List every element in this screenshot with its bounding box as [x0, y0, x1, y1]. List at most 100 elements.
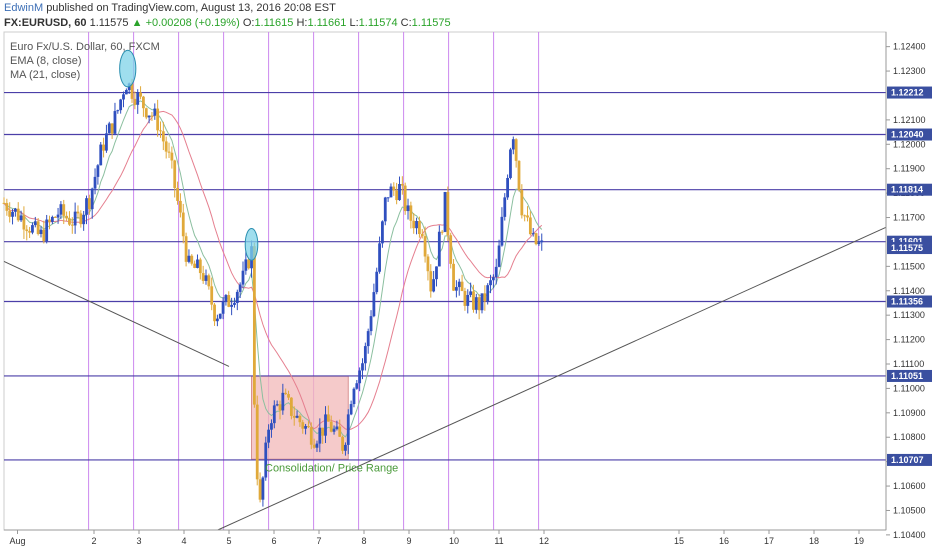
chart-header: EdwinM published on TradingView.com, Aug… [0, 0, 932, 32]
candle-body [454, 287, 458, 291]
candle-body [102, 144, 105, 151]
candle-body [509, 149, 512, 178]
candle-body [526, 215, 529, 218]
candle-body [5, 203, 9, 211]
symbol-line: FX:EURUSD, 60 1.11575 ▲ +0.00208 (+0.19%… [4, 17, 451, 29]
y-tick-label: 1.11700 [893, 213, 925, 223]
candle-body [139, 92, 142, 97]
x-tick-label: 2 [91, 536, 96, 546]
candle-body [486, 285, 490, 302]
candle-body [398, 184, 401, 201]
price-level-box [887, 183, 932, 196]
candle-body [278, 404, 282, 411]
candle-body [375, 271, 379, 293]
candle-body [73, 211, 77, 226]
candle-body [164, 141, 168, 152]
candle-body [415, 221, 418, 229]
candle-body [62, 204, 66, 216]
candle-body [70, 224, 74, 226]
candle-body [497, 245, 501, 267]
candle-body [247, 259, 251, 269]
author-link[interactable]: EdwinM [4, 2, 44, 14]
candle-body [107, 123, 111, 134]
candle-body [338, 426, 342, 437]
candle-body [258, 479, 262, 500]
candle-body [150, 115, 154, 117]
x-tick-label: 3 [136, 536, 141, 546]
candle-body [187, 255, 191, 262]
high-label: H: [296, 17, 308, 29]
candle-body [523, 215, 527, 217]
candle-body [452, 263, 455, 291]
candle-body [50, 216, 54, 222]
candle-body [332, 429, 336, 432]
candle-body [329, 421, 333, 432]
candle-body [409, 205, 413, 221]
candle-body [224, 295, 228, 302]
candle-body [255, 404, 259, 480]
y-tick-label: 1.12100 [893, 115, 926, 125]
candle-body [369, 316, 373, 332]
candle-body [292, 415, 296, 418]
candle-body [207, 275, 211, 287]
price-level-box [887, 295, 932, 308]
candle-body [270, 423, 273, 430]
candle-body [326, 414, 330, 422]
candle-body [167, 151, 171, 153]
candle-body [45, 219, 49, 242]
y-tick-label: 1.12000 [893, 139, 926, 149]
candle-body [90, 188, 94, 210]
candle-body [99, 144, 103, 166]
candle-body [386, 197, 390, 199]
candle-body [48, 219, 51, 222]
candle-body [238, 284, 242, 292]
candle-body [159, 130, 162, 132]
price-level-label: 1.11356 [891, 297, 923, 307]
y-tick-label: 1.10500 [893, 505, 926, 515]
candle-body [469, 291, 473, 295]
candle-body [218, 313, 222, 319]
candle-body [230, 304, 234, 307]
candle-body [193, 263, 197, 268]
change-value: +0.00208 (+0.19%) [145, 17, 240, 29]
candle-body [517, 160, 521, 190]
candle-body [173, 160, 177, 188]
candle-body [491, 277, 495, 281]
candle-body [443, 192, 447, 232]
candle-body [449, 235, 453, 264]
candle-body [304, 426, 307, 429]
price-level-label: 1.11575 [891, 243, 923, 253]
candle-body [489, 280, 492, 286]
candle-body [503, 197, 507, 217]
candle-body [19, 215, 23, 221]
candle-body [87, 198, 91, 210]
candle-body [474, 297, 478, 310]
candle-body [406, 205, 410, 212]
candle-body [213, 304, 216, 322]
y-tick-label: 1.11400 [893, 286, 925, 296]
candle-body [355, 383, 359, 389]
legend-ema: EMA (8, close) [10, 55, 82, 67]
y-tick-label: 1.11500 [893, 261, 925, 271]
candle-body [361, 363, 364, 371]
candle-body [96, 165, 100, 177]
candle-body [8, 210, 12, 217]
y-tick-label: 1.12400 [893, 42, 926, 52]
candle-body [335, 426, 339, 430]
candle-body [204, 275, 208, 281]
candle-body [181, 212, 185, 237]
highlight-ellipse [119, 49, 137, 88]
candle-body [528, 217, 532, 235]
candle-body [42, 229, 46, 242]
candle-body [275, 404, 279, 406]
publish-line: EdwinM published on TradingView.com, Aug… [4, 2, 336, 14]
highlight-ellipse [244, 228, 259, 261]
candle-body [309, 427, 313, 445]
x-tick-label: 17 [764, 536, 774, 546]
candle-body [25, 229, 29, 232]
candle-body [423, 236, 427, 257]
candle-body [506, 177, 510, 198]
x-tick-label: Aug [9, 536, 25, 546]
candle-body [227, 295, 231, 307]
